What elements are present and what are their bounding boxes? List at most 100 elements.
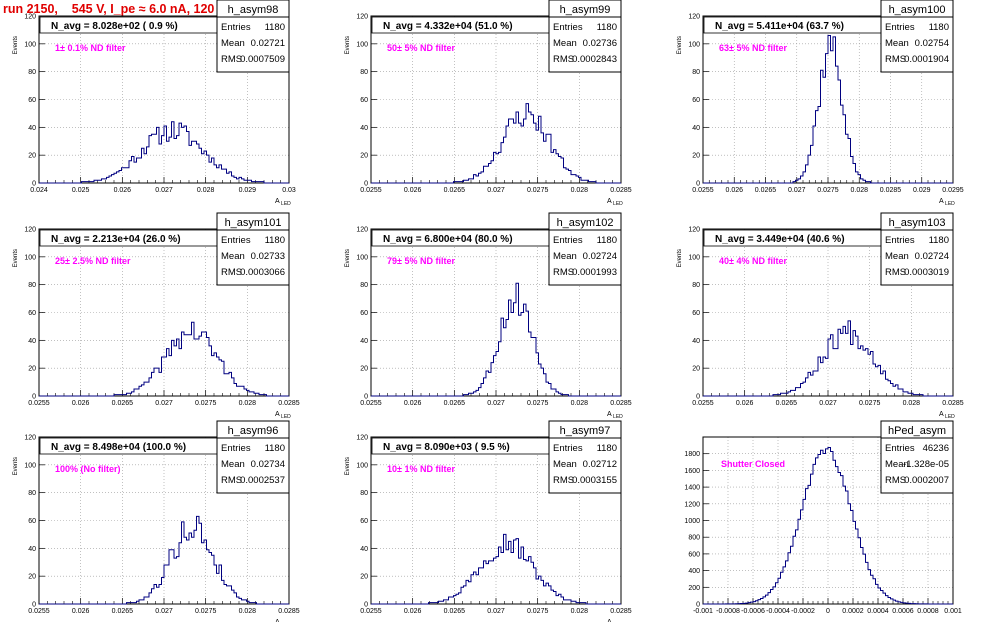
filter-label: 79± 5% ND filter bbox=[387, 256, 455, 266]
x-tick-label: 0.024 bbox=[30, 187, 48, 194]
filter-label: 40± 4% ND filter bbox=[719, 256, 787, 266]
x-tick-label: -0.0008 bbox=[716, 608, 740, 615]
stats-name: h_asym97 bbox=[560, 425, 611, 437]
histogram-line bbox=[703, 446, 953, 605]
stats-key: Entries bbox=[885, 22, 915, 33]
x-tick-label: 0.027 bbox=[155, 187, 173, 194]
stats-box: h_asym98 Entries 1180 Mean 0.02721 RMS0.00075… bbox=[216, 0, 290, 73]
stats-key: RMS bbox=[885, 267, 906, 278]
y-tick-label: 0 bbox=[364, 394, 368, 401]
stats-box: h_asym102 Entries 1180 Mean 0.02724 RMS0.0001… bbox=[548, 212, 622, 286]
panel-h_asym99: 0.0255 0.026 0.0265 0.027 0.0275 0.028 0.0285 0… bbox=[345, 0, 632, 207]
stats-value: 0.0002843 bbox=[572, 54, 617, 65]
panel-h_asym98: 0.024 0.025 0.026 0.027 0.028 0.029 0.03 0 20 40 6… bbox=[13, 0, 296, 207]
y-tick-label: 60 bbox=[28, 310, 36, 317]
stats-key: Mean bbox=[553, 251, 577, 262]
stats-key: RMS bbox=[221, 475, 242, 486]
navg-text: N_avg = 2.213e+04 (26.0 %) bbox=[51, 234, 181, 245]
y-tick-label: 20 bbox=[28, 153, 36, 160]
x-tick-label: 0.0275 bbox=[195, 400, 217, 407]
y-tick-label: 60 bbox=[692, 310, 700, 317]
x-tick-label: 0.0265 bbox=[444, 608, 466, 615]
x-tick-label: 0.0275 bbox=[527, 400, 549, 407]
stats-value: 0.02712 bbox=[583, 459, 617, 470]
stats-box: hPed_asym Entries 46236 Mean-1.328e-05 RMS0.… bbox=[880, 420, 954, 494]
x-tick-label: -0.0006 bbox=[741, 608, 765, 615]
x-tick-label: 0.029 bbox=[239, 187, 257, 194]
y-tick-label: 0 bbox=[32, 602, 36, 609]
y-tick-label: 20 bbox=[28, 574, 36, 581]
y-tick-label: 120 bbox=[688, 14, 700, 21]
stats-name: hPed_asym bbox=[888, 425, 946, 437]
x-tick-label: 0.027 bbox=[155, 608, 173, 615]
x-tick-label: 0.0285 bbox=[880, 187, 902, 194]
x-tick-label: 0 bbox=[826, 608, 830, 615]
y-axis-label: Events bbox=[13, 249, 19, 267]
y-tick-label: 0 bbox=[32, 394, 36, 401]
x-tick-label: 0.026 bbox=[725, 187, 743, 194]
y-tick-label: 120 bbox=[356, 435, 368, 442]
x-axis-label: A LED bbox=[939, 198, 955, 207]
y-tick-label: 20 bbox=[28, 366, 36, 373]
stats-key: RMS bbox=[553, 475, 574, 486]
histogram-line bbox=[371, 282, 621, 397]
navg-text: N_avg = 4.332e+04 (51.0 %) bbox=[383, 21, 513, 32]
stats-value: 0.02721 bbox=[251, 38, 285, 49]
stats-name: h_asym100 bbox=[889, 4, 946, 16]
x-axis-label: A LED bbox=[607, 411, 623, 420]
y-tick-label: 0 bbox=[32, 181, 36, 188]
stats-key: Entries bbox=[553, 443, 583, 454]
stats-key: Mean bbox=[553, 459, 577, 470]
histogram-line bbox=[371, 103, 621, 184]
y-tick-label: 100 bbox=[356, 254, 368, 261]
stats-key: RMS bbox=[221, 54, 242, 65]
y-tick-label: 100 bbox=[24, 254, 36, 261]
stats-box: h_asym97 Entries 1180 Mean 0.02712 RMS0.00031… bbox=[548, 420, 622, 494]
stats-value: 0.0003155 bbox=[572, 475, 617, 486]
x-tick-label: 0.028 bbox=[850, 187, 868, 194]
x-tick-label: 0.0275 bbox=[195, 608, 217, 615]
x-tick-label: 0.0265 bbox=[776, 400, 798, 407]
stats-value: 0.0003066 bbox=[240, 267, 285, 278]
x-tick-label: 0.0265 bbox=[112, 400, 134, 407]
x-tick-label: 0.0255 bbox=[28, 608, 50, 615]
navg-text: N_avg = 8.498e+04 (100.0 %) bbox=[51, 442, 186, 453]
y-tick-label: 100 bbox=[24, 41, 36, 48]
stats-key: RMS bbox=[885, 475, 906, 486]
x-tick-label: 0.0002 bbox=[842, 608, 864, 615]
stats-key: Entries bbox=[553, 235, 583, 246]
histogram-line bbox=[371, 533, 621, 605]
x-tick-label: 0.027 bbox=[487, 608, 505, 615]
x-tick-label: 0.026 bbox=[736, 400, 754, 407]
x-tick-label: 0.026 bbox=[72, 608, 90, 615]
navg-box: N_avg = 8.090e+03 ( 9.5 %) bbox=[371, 437, 566, 455]
y-tick-label: 120 bbox=[24, 435, 36, 442]
y-tick-label: 20 bbox=[360, 574, 368, 581]
stats-value: 1180 bbox=[597, 443, 617, 454]
y-tick-label: 400 bbox=[688, 568, 700, 575]
stats-key: Entries bbox=[885, 443, 915, 454]
stats-value: 0.0002537 bbox=[240, 475, 285, 486]
histogram-line bbox=[39, 515, 289, 605]
x-tick-label: 0.027 bbox=[155, 400, 173, 407]
y-tick-label: 100 bbox=[688, 254, 700, 261]
y-tick-label: 1600 bbox=[684, 468, 700, 475]
x-tick-label: 0.025 bbox=[72, 187, 90, 194]
y-tick-label: 0 bbox=[696, 181, 700, 188]
y-axis-label: Events bbox=[13, 36, 19, 54]
stats-key: Mean bbox=[221, 251, 245, 262]
y-tick-label: 120 bbox=[24, 14, 36, 21]
stats-value: 0.0007509 bbox=[240, 54, 285, 65]
navg-box: N_avg = 4.332e+04 (51.0 %) bbox=[371, 16, 566, 34]
y-tick-label: 0 bbox=[364, 602, 368, 609]
stats-name: h_asym103 bbox=[889, 217, 946, 229]
stats-value: 0.0003019 bbox=[904, 267, 949, 278]
panel-h_asym100: 0.0255 0.026 0.0265 0.027 0.0275 0.028 0.0285 0… bbox=[677, 0, 964, 207]
x-tick-label: -0.0002 bbox=[791, 608, 815, 615]
x-axis-label: A LED bbox=[275, 198, 291, 207]
y-tick-label: 40 bbox=[28, 546, 36, 553]
panel-h_asym101: 0.0255 0.026 0.0265 0.027 0.0275 0.028 0.0285 0… bbox=[13, 212, 300, 420]
y-axis-label: Events bbox=[345, 249, 351, 267]
y-tick-label: 0 bbox=[696, 602, 700, 609]
